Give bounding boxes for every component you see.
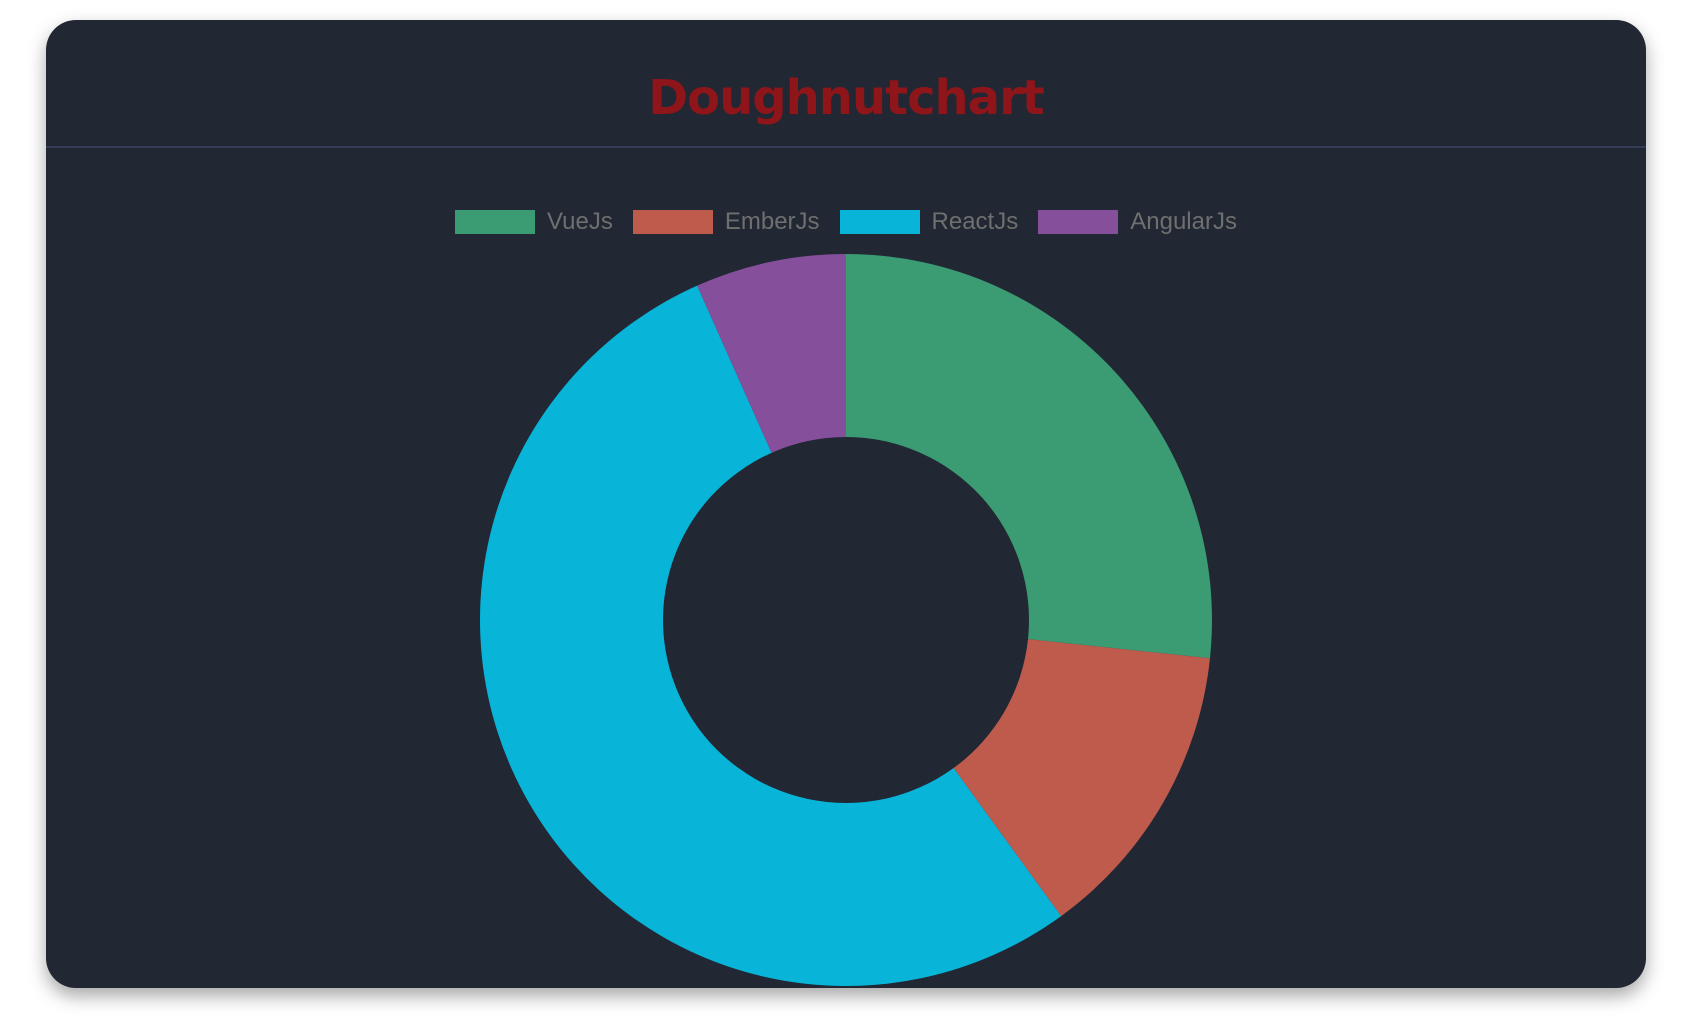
legend-swatch [455, 210, 536, 234]
slice-angularjs[interactable] [697, 254, 846, 453]
legend-swatch [1038, 210, 1119, 234]
legend-label: EmberJs [724, 208, 820, 235]
legend-label: AngularJs [1130, 208, 1237, 235]
legend-label: ReactJs [931, 208, 1019, 235]
legend-swatch [632, 210, 713, 234]
legend-item-emberjs[interactable]: EmberJs [632, 208, 820, 236]
divider [46, 146, 1646, 148]
legend-item-reactjs[interactable]: ReactJs [839, 208, 1019, 236]
legend-label: VueJs [547, 208, 613, 235]
legend-item-vuejs[interactable]: VueJs [455, 208, 613, 236]
slice-reactjs[interactable] [479, 285, 1062, 987]
legend-swatch [839, 210, 920, 234]
legend: VueJs EmberJs ReactJs AngularJs [46, 208, 1646, 236]
chart-title: Doughnutchart [648, 70, 1044, 126]
chart-card: Doughnutchart VueJs EmberJs ReactJs Angu… [46, 20, 1646, 988]
slice-vuejs[interactable] [846, 254, 1212, 659]
legend-item-angularjs[interactable]: AngularJs [1038, 208, 1237, 236]
slice-emberjs[interactable] [953, 639, 1210, 917]
doughnut-chart [479, 254, 1212, 987]
